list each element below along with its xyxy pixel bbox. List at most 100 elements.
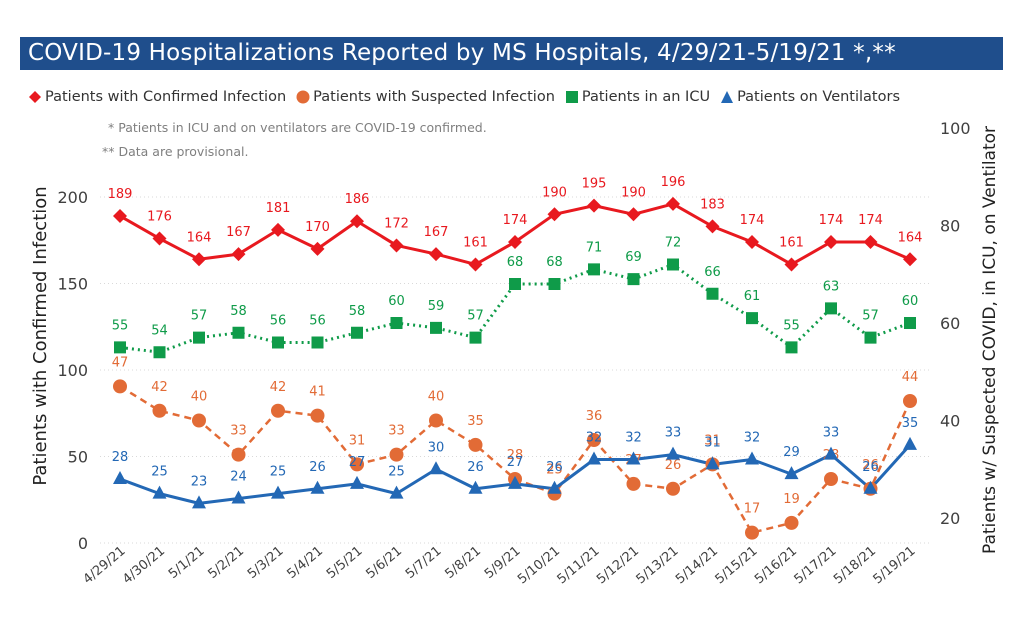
x-tick-label: 5/3/21 (245, 544, 287, 582)
diamond-marker (271, 222, 285, 237)
data-label: 31 (704, 433, 721, 448)
legend-label-confirmed: Patients with Confirmed Infection (45, 89, 287, 105)
icu-footnote: * Patients in ICU and on ventilators are… (108, 120, 487, 135)
x-tick-label: 5/4/21 (284, 544, 326, 582)
y2-tick-label: 100 (940, 119, 971, 138)
data-label: 68 (546, 255, 563, 270)
data-label: 181 (266, 201, 291, 216)
data-label: 33 (230, 424, 247, 439)
diamond-marker (903, 252, 917, 267)
x-tick-label: 5/6/21 (363, 544, 405, 582)
x-tick-label: 5/16/21 (752, 544, 800, 588)
data-label: 26 (862, 458, 879, 473)
square-marker (272, 336, 284, 349)
data-label: 68 (507, 255, 524, 270)
data-label: 57 (191, 309, 208, 324)
diamond-marker (547, 207, 562, 222)
triangle-marker (429, 461, 443, 475)
y2-tick-label: 60 (940, 314, 960, 333)
circle-marker (784, 515, 799, 530)
y-tick-label: 0 (78, 534, 88, 553)
data-label: 72 (665, 236, 682, 251)
data-label: 42 (151, 380, 168, 395)
data-label: 26 (309, 460, 326, 475)
x-tick-label: 5/1/21 (166, 544, 208, 582)
y-tick-label: 150 (57, 275, 88, 294)
data-label: 47 (112, 355, 129, 370)
data-label: 32 (744, 431, 761, 446)
circle-marker (745, 525, 759, 540)
data-label: 174 (740, 213, 765, 228)
legend-item-confirmed[interactable]: Patients with Confirmed Infection (28, 89, 286, 105)
square-marker (430, 321, 442, 334)
data-label: 161 (463, 235, 488, 250)
data-label: 24 (230, 470, 247, 485)
y2-tick-label: 40 (940, 412, 960, 431)
triangle-marker (626, 451, 641, 465)
y-tick-label: 100 (57, 361, 88, 380)
triangle-marker (587, 451, 601, 465)
legend-item-suspected[interactable]: Patients with Suspected Infection (296, 89, 555, 105)
data-label: 174 (819, 213, 844, 228)
diamond-marker (389, 238, 404, 253)
data-label: 196 (661, 175, 686, 190)
x-tick-label: 5/14/21 (673, 544, 721, 588)
provisional-footnote: ** Data are provisional. (102, 144, 249, 159)
diamond-marker (192, 252, 206, 267)
data-label: 183 (700, 197, 725, 212)
circle-marker (903, 394, 917, 408)
square-marker (548, 278, 561, 290)
circle-marker (310, 408, 325, 423)
data-label: 32 (586, 431, 603, 446)
circle-marker (626, 476, 641, 491)
data-label: 26 (665, 458, 682, 473)
data-label: 174 (503, 213, 528, 228)
diamond-marker (152, 231, 167, 246)
square-marker (153, 346, 166, 359)
data-label: 176 (147, 210, 172, 225)
x-tick-label: 5/13/21 (634, 544, 682, 588)
triangle-marker (192, 495, 206, 509)
circle-marker (389, 447, 404, 462)
x-tick-label: 5/12/21 (594, 544, 642, 588)
data-label: 25 (270, 465, 287, 480)
data-label: 33 (823, 426, 840, 441)
square-marker-icon (565, 90, 579, 104)
x-tick-label: 5/7/21 (403, 544, 445, 582)
circle-marker (271, 403, 285, 418)
diamond-marker (666, 196, 680, 211)
legend-label-suspected: Patients with Suspected Infection (313, 89, 555, 105)
data-label: 195 (582, 177, 607, 192)
circle-marker (113, 379, 127, 394)
data-label: 66 (704, 265, 721, 280)
triangle-marker (508, 475, 522, 489)
x-tick-label: 5/11/21 (555, 544, 603, 588)
circle-marker (587, 433, 601, 447)
y-tick-label: 200 (57, 188, 88, 207)
square-marker (114, 341, 126, 354)
legend-item-ventilators[interactable]: Patients on Ventilators (720, 89, 900, 105)
circle-marker (666, 481, 680, 496)
data-label: 41 (309, 385, 326, 400)
data-label: 35 (467, 414, 484, 429)
square-marker (351, 326, 363, 339)
legend-item-icu[interactable]: Patients in an ICU (565, 89, 710, 105)
triangle-marker (903, 436, 917, 450)
data-label: 59 (428, 299, 445, 314)
data-label: 33 (388, 424, 405, 439)
square-marker (746, 312, 758, 325)
data-label: 44 (902, 370, 919, 385)
circle-marker (231, 447, 246, 462)
data-label: 71 (586, 240, 603, 255)
diamond-marker (626, 207, 641, 222)
data-label: 57 (467, 309, 484, 324)
data-label: 29 (783, 445, 800, 460)
square-marker (667, 258, 679, 271)
y2-tick-label: 20 (940, 509, 960, 528)
square-marker (785, 341, 798, 354)
triangle-marker-icon (720, 90, 734, 104)
x-tick-label: 5/19/21 (871, 544, 919, 588)
x-tick-label: 4/30/21 (120, 544, 168, 588)
triangle-marker (389, 485, 404, 499)
diamond-marker (745, 234, 759, 249)
